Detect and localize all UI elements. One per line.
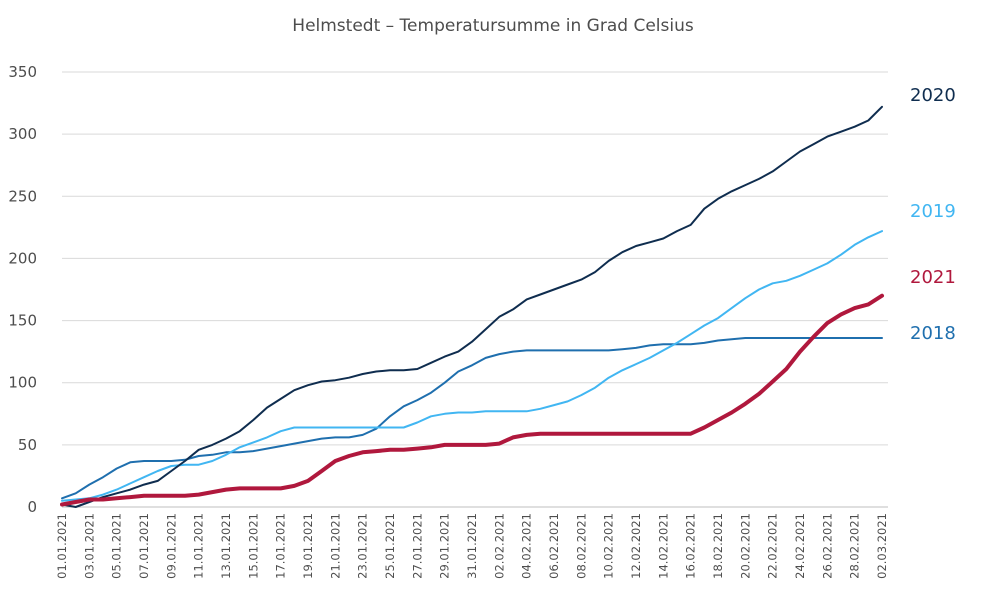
series-line-2020: [61, 105, 883, 508]
x-tick-label: 01.01.2021: [55, 513, 69, 579]
x-tick-label: 20.02.2021: [738, 513, 752, 579]
y-tick-label: 200: [8, 249, 37, 267]
x-tick-label: 21.01.2021: [328, 513, 342, 579]
x-axis-ticks: 01.01.2021 03.01.2021 05.01.2021 07.01.2021…: [55, 513, 889, 579]
x-tick-label: 27.01.2021: [410, 513, 424, 579]
series-labels: 2018 2019 2020 2021: [910, 85, 956, 344]
series-label-2021: 2021: [910, 267, 956, 288]
x-tick-label: 13.01.2021: [219, 513, 233, 579]
y-tick-label: 0: [27, 498, 37, 516]
x-tick-label: 18.02.2021: [711, 513, 725, 579]
x-tick-label: 24.02.2021: [793, 513, 807, 579]
x-tick-label: 03.01.2021: [82, 513, 96, 579]
series-lines: [60, 105, 884, 508]
x-tick-label: 17.01.2021: [274, 513, 288, 579]
x-tick-label: 31.01.2021: [465, 513, 479, 579]
x-tick-label: 29.01.2021: [438, 513, 452, 579]
series-line-2018: [61, 337, 883, 500]
x-tick-label: 25.01.2021: [383, 513, 397, 579]
y-tick-label: 50: [18, 436, 37, 454]
x-tick-label: 14.02.2021: [656, 513, 670, 579]
x-tick-label: 09.01.2021: [164, 513, 178, 579]
y-tick-label: 250: [8, 187, 37, 205]
x-tick-label: 04.02.2021: [520, 513, 534, 579]
series-line-2021: [60, 293, 884, 507]
series-line-2019: [61, 230, 883, 502]
series-label-2020: 2020: [910, 85, 956, 106]
y-axis-ticks: 0 50 100 150 200 250 300 350: [8, 63, 37, 516]
x-tick-label: 06.02.2021: [547, 513, 561, 579]
gridlines: [62, 71, 888, 508]
y-tick-label: 100: [8, 374, 37, 392]
x-tick-label: 26.02.2021: [820, 513, 834, 579]
x-tick-label: 23.01.2021: [356, 513, 370, 579]
x-tick-label: 28.02.2021: [848, 513, 862, 579]
x-tick-label: 08.02.2021: [574, 513, 588, 579]
chart-title: Helmstedt – Temperatursumme in Grad Cels…: [292, 16, 694, 36]
x-tick-label: 07.01.2021: [137, 513, 151, 579]
y-tick-label: 350: [8, 63, 37, 81]
x-tick-label: 02.03.2021: [875, 513, 889, 579]
x-tick-label: 19.01.2021: [301, 513, 315, 579]
series-label-2018: 2018: [910, 323, 956, 344]
x-tick-label: 16.02.2021: [684, 513, 698, 579]
x-tick-label: 05.01.2021: [110, 513, 124, 579]
x-tick-label: 10.02.2021: [602, 513, 616, 579]
x-tick-label: 12.02.2021: [629, 513, 643, 579]
y-tick-label: 300: [8, 125, 37, 143]
x-tick-label: 02.02.2021: [492, 513, 506, 579]
x-tick-label: 15.01.2021: [246, 513, 260, 579]
y-tick-label: 150: [8, 312, 37, 330]
series-label-2019: 2019: [910, 201, 956, 222]
x-tick-label: 11.01.2021: [192, 513, 206, 579]
x-tick-label: 22.02.2021: [766, 513, 780, 579]
